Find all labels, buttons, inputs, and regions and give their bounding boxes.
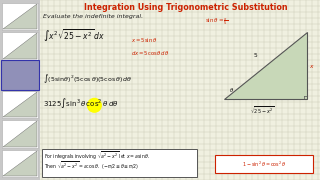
Text: $\sqrt{25-x^2}$: $\sqrt{25-x^2}$ — [250, 106, 275, 116]
Circle shape — [88, 98, 101, 112]
Bar — [2, 62, 38, 89]
Bar — [2, 91, 38, 118]
Text: Then $\sqrt{a^2 - x^2} = a\cos\theta$.  $(-\pi/2 \leq \theta \leq \pi/2)$: Then $\sqrt{a^2 - x^2} = a\cos\theta$. $… — [44, 161, 139, 172]
Bar — [2, 3, 38, 30]
Text: $\theta$: $\theta$ — [229, 86, 234, 94]
Text: Integration Using Trigonometric Substitution: Integration Using Trigonometric Substitu… — [84, 3, 287, 12]
Bar — [2, 150, 38, 177]
Polygon shape — [224, 32, 307, 99]
Text: $x = 5\sin\theta$: $x = 5\sin\theta$ — [131, 36, 158, 44]
Polygon shape — [3, 33, 37, 59]
Text: $\int x^2\sqrt{25-x^2}\,dx$: $\int x^2\sqrt{25-x^2}\,dx$ — [43, 28, 105, 44]
Bar — [0, 0, 40, 180]
Polygon shape — [3, 151, 37, 176]
Text: $1 - \sin^2\theta = \cos^2\theta$: $1 - \sin^2\theta = \cos^2\theta$ — [242, 159, 286, 169]
Polygon shape — [3, 92, 37, 117]
Text: $x$: $x$ — [309, 63, 315, 70]
Text: For integrals involving $\sqrt{a^2 - x^2}$ let $x = a\sin\theta$.: For integrals involving $\sqrt{a^2 - x^2… — [44, 151, 151, 162]
Bar — [1, 60, 39, 90]
Polygon shape — [3, 63, 37, 88]
Polygon shape — [3, 4, 37, 29]
Text: $\int(5\sin\theta)^2(5\cos\theta)(5\cos\theta)\,d\theta$: $\int(5\sin\theta)^2(5\cos\theta)(5\cos\… — [43, 72, 132, 85]
Bar — [42, 149, 197, 177]
Text: $3125\int\sin^3\theta\,\cos^2\theta\; d\theta$: $3125\int\sin^3\theta\,\cos^2\theta\; d\… — [43, 96, 119, 110]
Polygon shape — [3, 121, 37, 147]
Bar — [2, 120, 38, 148]
Bar — [2, 32, 38, 60]
Text: $dx = 5\cos\theta\, d\theta$: $dx = 5\cos\theta\, d\theta$ — [131, 49, 170, 57]
Text: $\sin\theta = \frac{x}{5}$: $\sin\theta = \frac{x}{5}$ — [205, 16, 228, 27]
Text: Evaluate the indefinite integral.: Evaluate the indefinite integral. — [43, 14, 143, 19]
Text: $5$: $5$ — [253, 51, 259, 59]
Bar — [215, 155, 313, 173]
